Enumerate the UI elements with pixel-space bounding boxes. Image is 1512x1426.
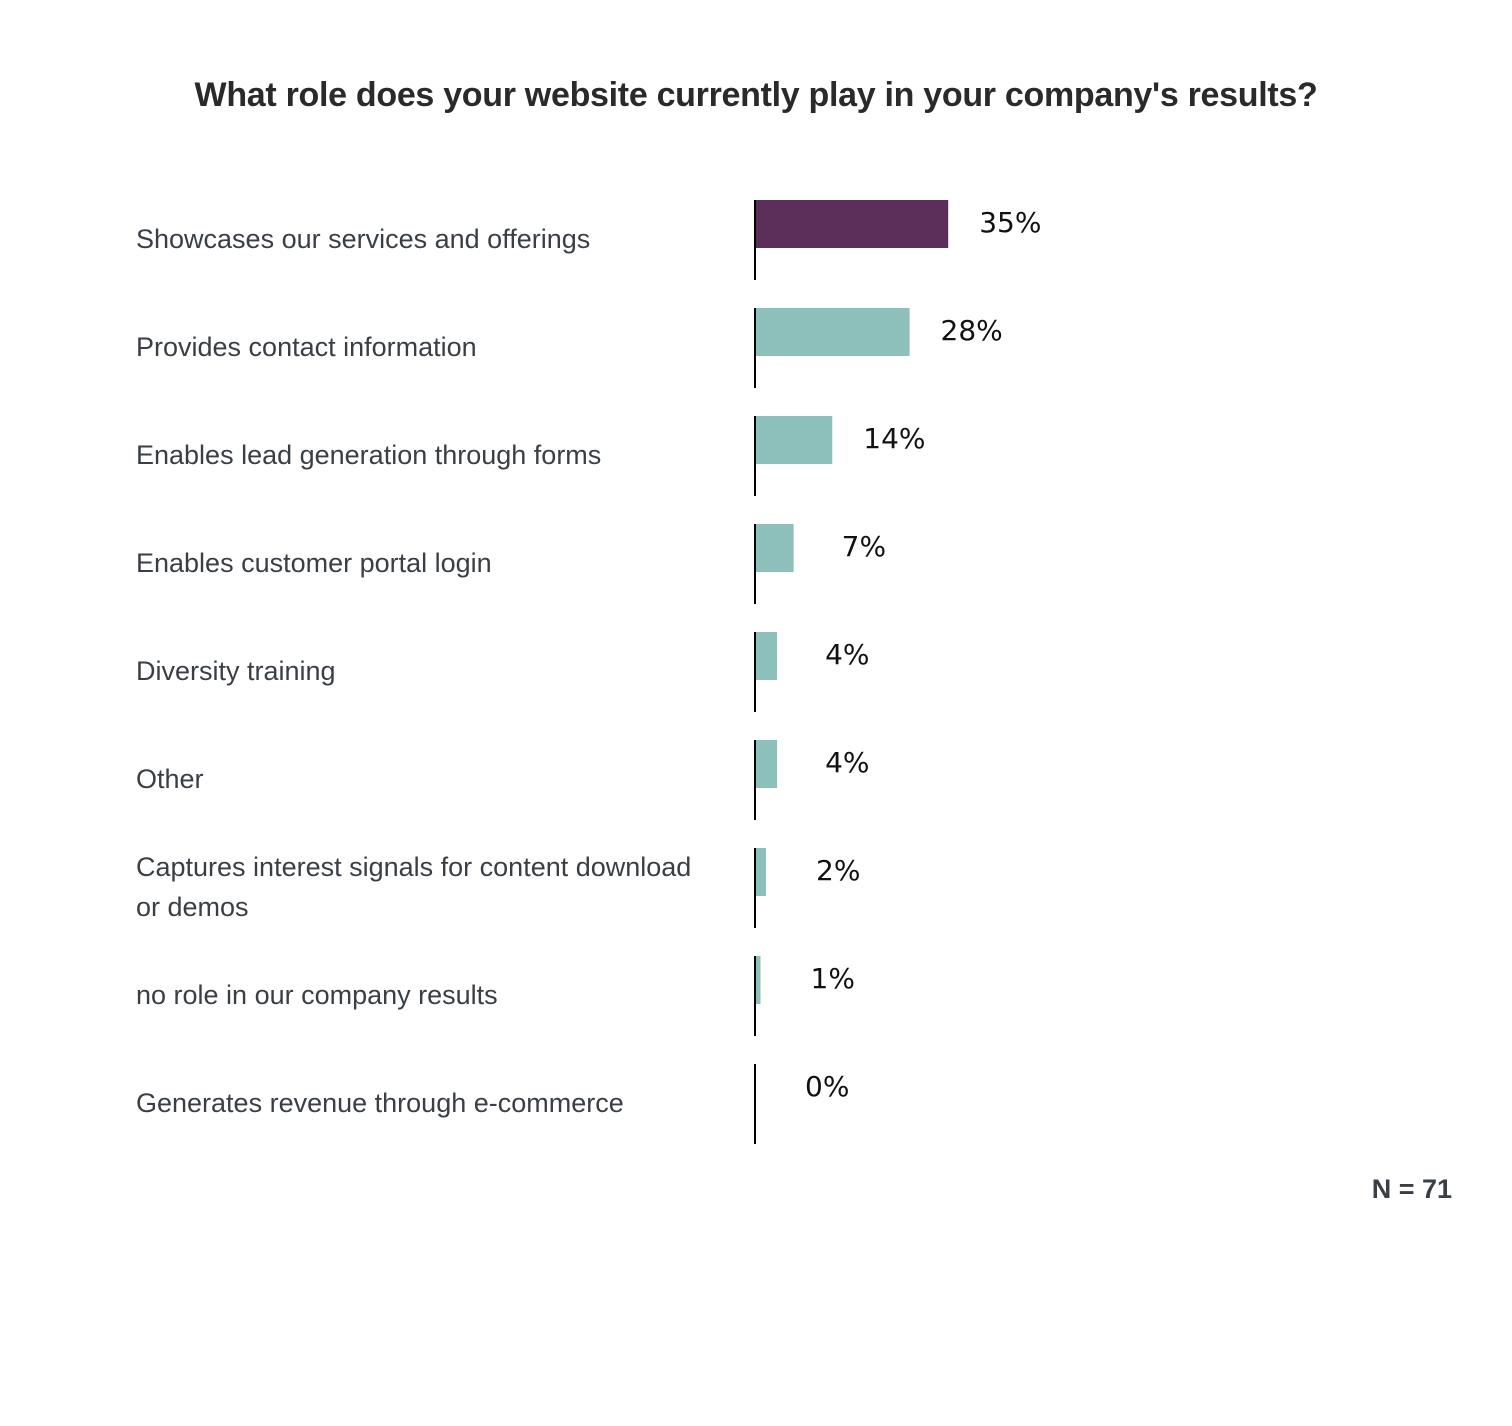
bar-7 (755, 956, 761, 1004)
value-label-5: 4% (825, 746, 869, 779)
value-label-3: 7% (842, 530, 886, 563)
value-label-2: 14% (863, 422, 925, 455)
category-label-1: Provides contact information (136, 332, 477, 362)
value-label-1: 28% (941, 314, 1003, 347)
bar-1 (755, 308, 910, 356)
value-label-4: 4% (825, 638, 869, 671)
bar-0 (755, 200, 949, 248)
value-label-7: 1% (811, 962, 855, 995)
category-label-2: Enables lead generation through forms (136, 440, 601, 470)
chart-title: What role does your website currently pl… (194, 76, 1318, 114)
bar-4 (755, 632, 778, 680)
bar-5 (755, 740, 778, 788)
category-label-8: Generates revenue through e-commerce (136, 1088, 624, 1118)
bar-3 (755, 524, 794, 572)
bars-layer (755, 200, 949, 1004)
labels-layer: Showcases our services and offerings 35% P… (136, 206, 1041, 1118)
category-label-7: no role in our company results (136, 980, 498, 1010)
bar-6 (755, 848, 767, 896)
value-label-0: 35% (979, 206, 1041, 239)
bar-2 (755, 416, 833, 464)
category-label-6: Captures interest signals for content do… (136, 852, 691, 922)
value-label-8: 0% (805, 1070, 849, 1103)
category-label-0: Showcases our services and offerings (136, 224, 590, 254)
sample-size-note: N = 71 (1371, 1174, 1452, 1204)
category-label-5: Other (136, 764, 204, 794)
category-label-3: Enables customer portal login (136, 548, 492, 578)
category-label-4: Diversity training (136, 656, 336, 686)
value-label-6: 2% (816, 854, 860, 887)
